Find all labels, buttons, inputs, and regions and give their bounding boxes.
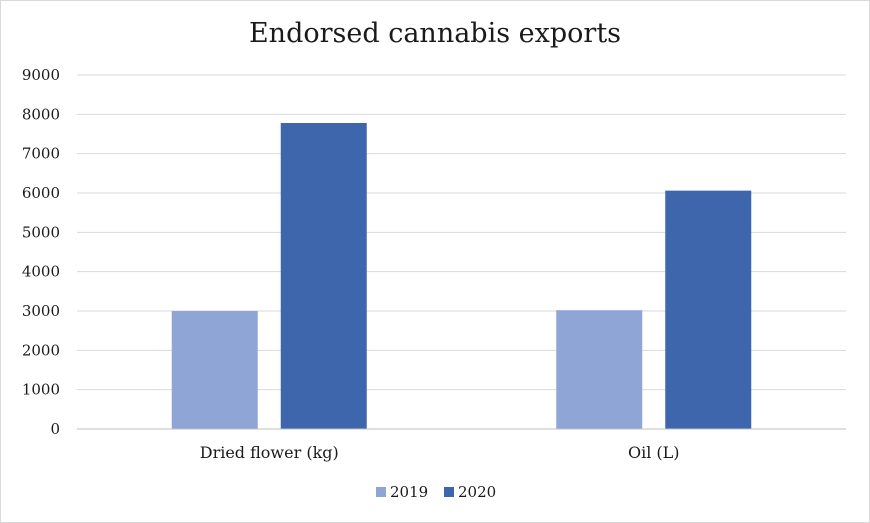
y-tick-label: 8000	[22, 105, 60, 123]
y-tick-label: 3000	[22, 302, 60, 320]
legend-label: 2020	[458, 483, 496, 501]
y-tick-label: 0	[50, 420, 60, 438]
bars	[171, 122, 752, 429]
y-axis-ticks: 0 1000 2000 3000 4000 5000 6000 7000 8000 9000	[22, 66, 60, 438]
legend: 2019 2020	[376, 483, 496, 501]
y-tick-label: 5000	[22, 223, 60, 241]
x-axis-categories: Dried flower (kg) Oil (L)	[200, 443, 680, 462]
y-tick-label: 4000	[22, 263, 60, 281]
legend-swatch-2019	[376, 487, 386, 497]
legend-label: 2019	[390, 483, 428, 501]
bar-2019-0	[171, 311, 258, 429]
y-tick-label: 6000	[22, 184, 60, 202]
legend-swatch-2020	[444, 487, 454, 497]
bar-2020-0	[280, 122, 367, 429]
y-tick-label: 2000	[22, 341, 60, 359]
bar-2019-1	[556, 310, 643, 429]
bar-2020-1	[665, 190, 752, 429]
y-tick-label: 7000	[22, 145, 60, 163]
y-tick-label: 9000	[22, 66, 60, 84]
y-tick-label: 1000	[22, 381, 60, 399]
x-category-label: Dried flower (kg)	[200, 443, 339, 462]
chart-title: Endorsed cannabis exports	[249, 18, 621, 49]
x-category-label: Oil (L)	[628, 443, 680, 462]
